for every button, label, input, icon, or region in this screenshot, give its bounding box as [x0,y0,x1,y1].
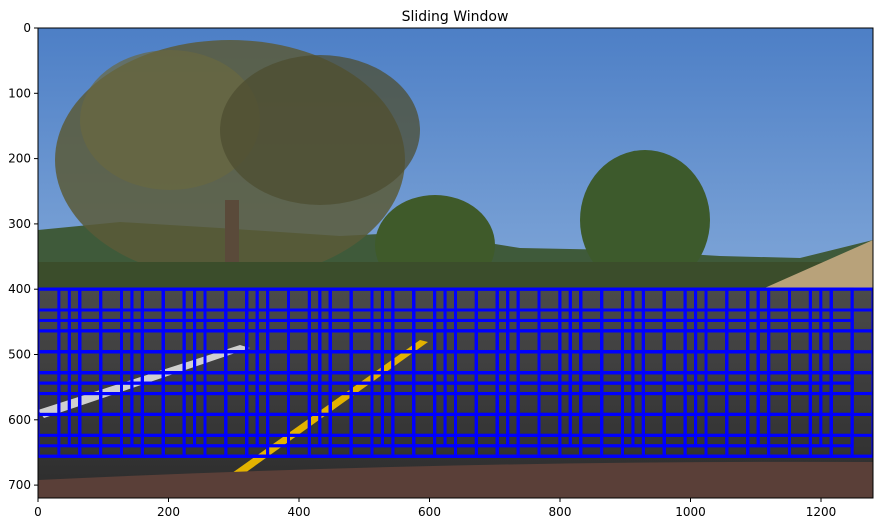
y-tick-label: 100 [8,86,31,100]
chart-title: Sliding Window [402,9,509,25]
y-tick-label: 200 [8,152,31,166]
y-tick-label: 400 [8,282,31,296]
y-axis: 0 100 200 300 400 500 600 700 [8,21,38,492]
x-tick-label: 1200 [806,505,837,519]
x-tick-label: 400 [288,505,311,519]
x-tick-label: 200 [157,505,180,519]
y-tick-label: 0 [23,21,31,35]
sliding-windows [38,287,873,458]
x-tick-label: 0 [34,505,42,519]
sliding-window-box [788,371,873,458]
road-scene-image [38,28,873,498]
x-tick-label: 1000 [675,505,706,519]
x-tick-label: 800 [549,505,572,519]
y-tick-label: 700 [8,478,31,492]
y-tick-label: 600 [8,413,31,427]
y-tick-label: 500 [8,348,31,362]
axes-frame [37,27,874,499]
y-tick-label: 300 [8,217,31,231]
x-tick-label: 600 [418,505,441,519]
x-axis: 0 200 400 600 800 1000 1200 [34,498,836,519]
